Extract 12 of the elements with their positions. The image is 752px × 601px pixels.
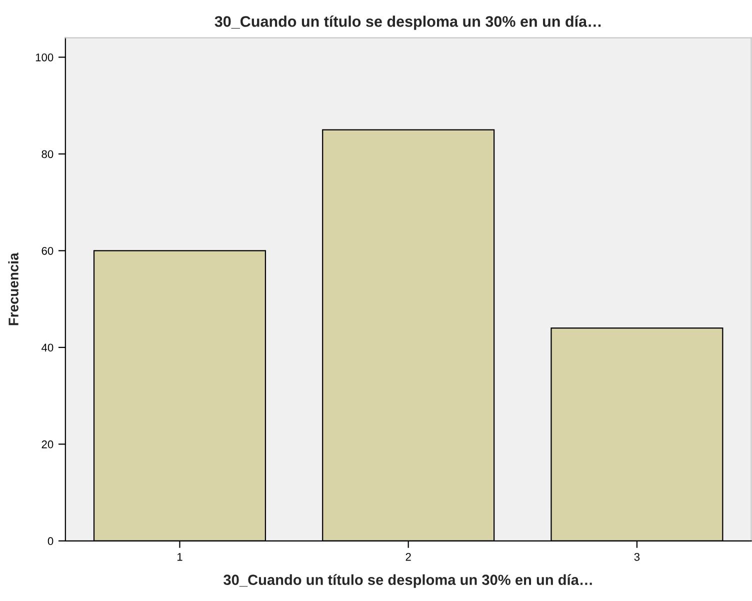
y-tick-label: 100 [36,53,54,62]
y-tick-label: 0 [48,537,54,546]
x-tick-label: 3 [634,553,640,561]
x-tick-label: 1 [177,553,182,561]
chart-title: 30_Cuando un título se desploma un 30% en un día… [214,16,601,30]
y-tick-label: 20 [42,440,54,448]
y-tick-label: 80 [42,150,54,158]
y-tick-label: 40 [42,344,54,352]
x-tick-label: 2 [406,553,411,561]
y-axis-title: Frecuencia [8,252,18,326]
x-axis-title: 30_Cuando un título se desploma un 30% en un día… [224,574,592,588]
y-tick-label: 60 [42,246,54,255]
